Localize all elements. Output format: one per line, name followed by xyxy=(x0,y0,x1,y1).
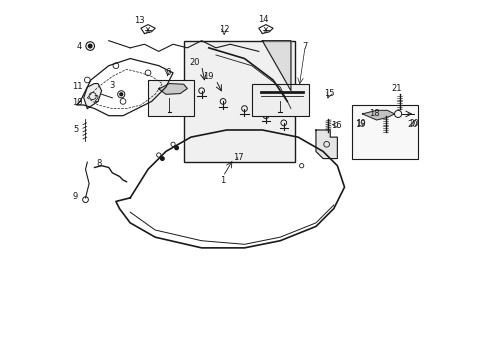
Polygon shape xyxy=(362,111,394,120)
FancyBboxPatch shape xyxy=(351,105,417,158)
Text: 9: 9 xyxy=(72,192,77,201)
Text: 14: 14 xyxy=(258,15,268,24)
Text: 13: 13 xyxy=(134,16,144,25)
Text: 21: 21 xyxy=(390,84,401,93)
Text: 19: 19 xyxy=(354,121,365,130)
Circle shape xyxy=(88,44,92,48)
Text: 3: 3 xyxy=(109,81,115,90)
Text: 8: 8 xyxy=(96,159,101,168)
Text: 20: 20 xyxy=(407,121,418,130)
Circle shape xyxy=(160,157,164,160)
Text: 18: 18 xyxy=(368,109,379,118)
Text: 4: 4 xyxy=(77,41,82,50)
Polygon shape xyxy=(83,84,102,109)
Text: 1: 1 xyxy=(220,176,225,185)
Text: 19: 19 xyxy=(356,119,366,128)
Text: 20: 20 xyxy=(408,119,418,128)
Text: 15: 15 xyxy=(324,89,334,98)
Polygon shape xyxy=(315,130,337,158)
Circle shape xyxy=(175,146,178,150)
Polygon shape xyxy=(159,84,187,94)
Text: 17: 17 xyxy=(232,153,243,162)
Text: 20: 20 xyxy=(189,58,199,67)
Text: 5: 5 xyxy=(73,126,79,135)
Text: 2: 2 xyxy=(93,95,99,104)
Circle shape xyxy=(189,139,192,143)
FancyBboxPatch shape xyxy=(148,80,194,116)
Text: 12: 12 xyxy=(219,26,229,35)
FancyBboxPatch shape xyxy=(251,84,308,116)
Text: 11: 11 xyxy=(72,82,82,91)
Polygon shape xyxy=(262,41,290,91)
FancyBboxPatch shape xyxy=(183,41,294,162)
Text: 19: 19 xyxy=(203,72,214,81)
Text: 7: 7 xyxy=(302,41,307,50)
Text: 16: 16 xyxy=(331,121,341,130)
Circle shape xyxy=(120,93,122,96)
Text: 6: 6 xyxy=(164,68,170,77)
Text: 10: 10 xyxy=(72,98,82,107)
